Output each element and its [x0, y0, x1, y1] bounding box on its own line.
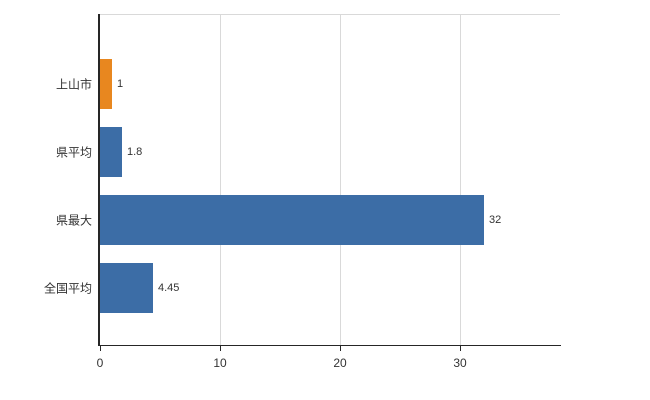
- x-tick-label: 20: [333, 356, 347, 370]
- plot-top-border: [100, 14, 560, 15]
- x-tick-label: 30: [453, 356, 467, 370]
- x-tick-mark: [340, 346, 341, 351]
- x-tick-mark: [220, 346, 221, 351]
- gridline: [460, 14, 461, 345]
- x-tick-mark: [100, 346, 101, 351]
- bar: [100, 59, 112, 109]
- gridline: [340, 14, 341, 345]
- category-label: 県最大: [55, 213, 92, 228]
- bar-value-label: 1: [117, 78, 124, 90]
- plot-area: 1 1.8 32 4.45: [100, 14, 560, 345]
- bar-value-label: 1.8: [127, 146, 143, 158]
- y-axis-line: [98, 14, 100, 346]
- bar-value-label: 32: [489, 214, 502, 226]
- bar-value-label: 4.45: [158, 282, 180, 294]
- x-tick-label: 0: [96, 356, 104, 370]
- category-label: 上山市: [55, 77, 92, 92]
- category-label: 全国平均: [43, 281, 92, 296]
- gridline: [220, 14, 221, 345]
- bar: [100, 263, 153, 313]
- category-label: 県平均: [55, 145, 92, 160]
- bar: [100, 127, 122, 177]
- x-axis-line: [98, 345, 561, 346]
- x-tick-label: 10: [213, 356, 227, 370]
- bar: [100, 195, 484, 245]
- x-tick-mark: [460, 346, 461, 351]
